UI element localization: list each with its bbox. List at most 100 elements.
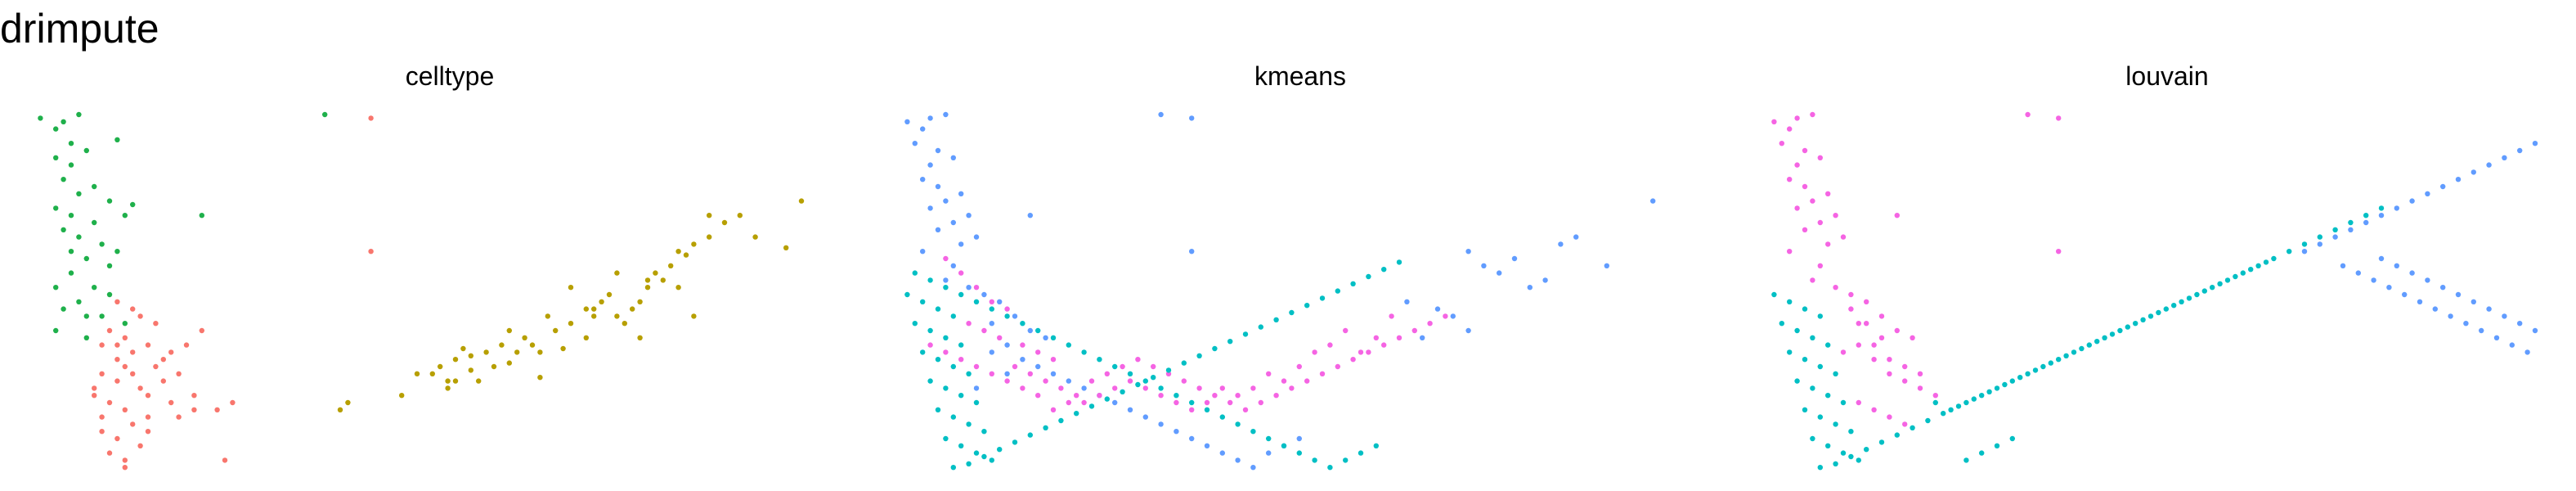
data-point: [997, 335, 1003, 340]
data-point: [114, 435, 120, 442]
panel-louvain: louvain: [1734, 0, 2576, 491]
data-point: [591, 306, 597, 312]
data-point: [2109, 331, 2116, 337]
data-point: [1411, 327, 1417, 334]
data-point: [973, 299, 980, 304]
data-point: [99, 313, 105, 319]
data-point: [1450, 313, 1456, 319]
data-point: [1802, 227, 1808, 232]
data-point: [1081, 399, 1087, 406]
data-point: [2348, 219, 2354, 226]
data-point: [1112, 363, 1118, 370]
data-point: [114, 249, 120, 255]
data-point: [2056, 115, 2062, 121]
data-point: [2048, 360, 2053, 366]
series-2: [904, 259, 1402, 471]
data-point: [1887, 357, 1892, 363]
data-point: [145, 414, 151, 420]
data-point: [1817, 263, 1823, 268]
data-point: [958, 291, 964, 298]
data-point: [614, 270, 620, 276]
data-point: [1112, 385, 1118, 391]
series-2: [2301, 141, 2538, 355]
data-point: [130, 349, 136, 355]
data-point: [935, 407, 941, 412]
data-point: [1833, 213, 1838, 218]
data-point: [1004, 306, 1010, 312]
data-point: [114, 137, 120, 142]
data-point: [153, 363, 159, 370]
data-point: [1817, 219, 1823, 226]
data-point: [2532, 141, 2538, 146]
data-point: [2440, 285, 2446, 291]
data-point: [1312, 457, 1317, 463]
data-point: [168, 349, 174, 355]
data-point: [2194, 291, 2200, 298]
data-point: [1771, 119, 1777, 124]
data-point: [981, 429, 987, 435]
data-point: [583, 306, 589, 312]
data-point: [537, 349, 543, 355]
data-point: [927, 115, 933, 121]
data-point: [1058, 417, 1064, 424]
data-point: [1810, 335, 1815, 340]
data-point: [614, 313, 620, 319]
data-point: [514, 349, 520, 355]
data-point: [2094, 339, 2100, 345]
panel-title: celltype: [405, 61, 495, 91]
data-point: [1027, 432, 1033, 438]
data-point: [950, 263, 956, 268]
data-point: [2479, 327, 2484, 334]
data-point: [61, 177, 66, 182]
data-point: [1794, 378, 1800, 384]
data-point: [1296, 363, 1302, 370]
data-point: [798, 198, 805, 204]
data-point: [1212, 393, 1218, 399]
data-point: [1081, 349, 1087, 355]
data-point: [2455, 177, 2462, 182]
data-point: [1864, 321, 1869, 327]
data-point: [1327, 465, 1333, 471]
data-point: [1304, 378, 1310, 384]
data-point: [1373, 335, 1379, 340]
data-point: [1043, 378, 1048, 384]
data-point: [1787, 299, 1793, 304]
figure-title: drimpute: [0, 6, 159, 52]
data-point: [145, 342, 151, 348]
data-point: [2425, 277, 2430, 283]
data-point: [1258, 324, 1263, 330]
data-point: [1887, 414, 1892, 420]
data-point: [83, 335, 90, 340]
data-point: [1050, 335, 1057, 340]
data-point: [2378, 205, 2385, 211]
data-point: [191, 407, 197, 412]
data-point: [1497, 270, 1502, 276]
data-point: [920, 177, 926, 182]
data-point: [644, 277, 651, 283]
data-point: [707, 213, 712, 218]
data-point: [927, 342, 933, 348]
data-point: [2394, 263, 2399, 268]
data-point: [1227, 399, 1233, 406]
data-point: [506, 327, 512, 334]
data-point: [2402, 291, 2408, 298]
data-point: [2079, 345, 2085, 352]
data-point: [1848, 291, 1854, 298]
data-point: [1004, 342, 1010, 348]
data-point: [1810, 385, 1815, 391]
data-point: [83, 313, 90, 319]
data-point: [989, 349, 994, 355]
panel-celltype: celltype: [0, 0, 867, 491]
data-point: [966, 421, 972, 427]
data-point: [1142, 378, 1148, 384]
data-point: [68, 213, 74, 218]
data-point: [1833, 285, 1838, 291]
data-point: [1189, 399, 1195, 406]
data-point: [2386, 285, 2392, 291]
data-point: [1825, 191, 1831, 196]
data-point: [99, 241, 105, 247]
data-point: [61, 306, 66, 312]
data-point: [53, 285, 59, 291]
data-point: [114, 299, 120, 304]
data-point: [1366, 273, 1371, 280]
